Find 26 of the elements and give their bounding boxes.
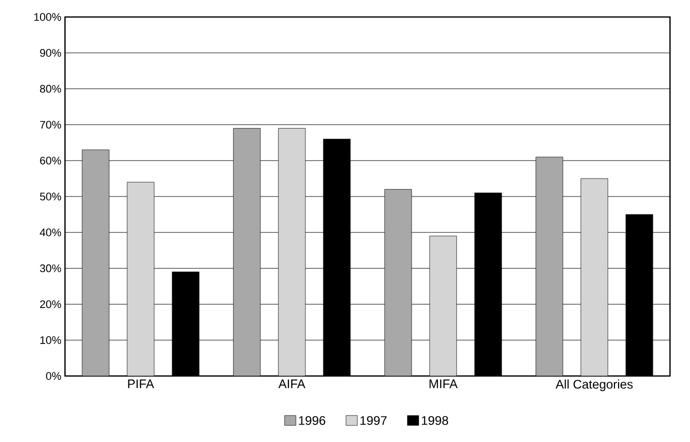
y-tick-label: 80% [40, 84, 62, 93]
y-tick-label: 30% [40, 264, 62, 272]
y-tick-label: 100% [34, 13, 62, 21]
y-tick-label: 90% [40, 49, 62, 57]
legend-label: 1996 [299, 416, 326, 425]
x-tick-label: All Categories [556, 380, 633, 392]
y-tick-label: 20% [40, 300, 62, 308]
legend-label: 1998 [422, 416, 448, 425]
bar [384, 189, 412, 376]
y-tick-label: 40% [40, 228, 62, 236]
bar [580, 178, 608, 376]
bar [82, 150, 110, 376]
legend-label: 1997 [360, 416, 387, 425]
bar [278, 128, 306, 376]
x-tick-label: MIFA [430, 380, 458, 388]
bar [536, 156, 564, 376]
bar [233, 128, 261, 376]
y-tick-label: 50% [40, 192, 62, 200]
y-tick-label: 60% [40, 156, 62, 164]
x-tick-label: PIFA [128, 380, 154, 388]
y-tick-label: 10% [40, 336, 62, 344]
x-tick-label: AIFA [278, 380, 306, 388]
bar [126, 182, 154, 376]
bar [429, 236, 457, 376]
y-tick-label: 70% [40, 120, 62, 129]
y-tick-label: 0% [46, 372, 62, 380]
